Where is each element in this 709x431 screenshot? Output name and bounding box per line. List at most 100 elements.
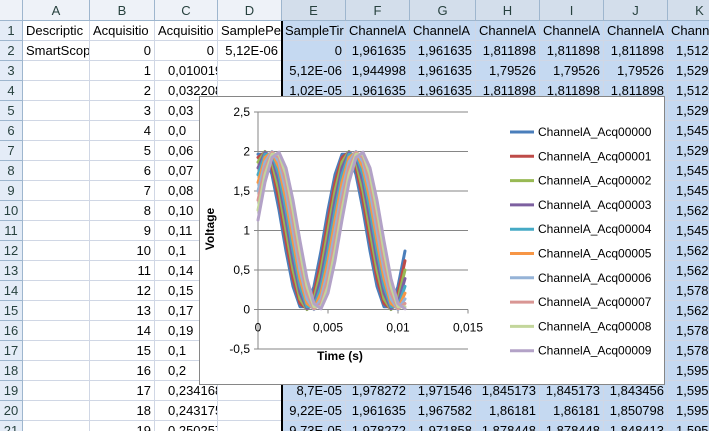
cell[interactable]: 12 xyxy=(90,281,155,301)
cell[interactable]: Acquisitio xyxy=(90,21,155,41)
cell[interactable]: 1,86181 xyxy=(476,401,540,421)
cell[interactable] xyxy=(218,421,282,431)
cell[interactable]: 0 xyxy=(155,41,218,61)
cell[interactable]: ChannelA xyxy=(540,21,604,41)
cell[interactable]: ChannelA xyxy=(604,21,668,41)
cell[interactable]: 1,5124 xyxy=(668,41,709,61)
cell[interactable]: 1 xyxy=(90,61,155,81)
column-header[interactable]: F xyxy=(346,0,410,21)
column-header[interactable]: J xyxy=(604,0,668,21)
corner[interactable] xyxy=(0,0,23,21)
cell[interactable] xyxy=(23,401,90,421)
cell[interactable]: 1,971858 xyxy=(410,421,476,431)
cell[interactable]: 1,843456 xyxy=(604,381,668,401)
row-header[interactable]: 12 xyxy=(0,241,23,261)
row-header[interactable]: 4 xyxy=(0,81,23,101)
cell[interactable]: 2 xyxy=(90,81,155,101)
cell[interactable] xyxy=(23,241,90,261)
cell[interactable]: 1,5956 xyxy=(668,381,709,401)
cell[interactable]: 1,5623 xyxy=(668,261,709,281)
cell[interactable] xyxy=(23,61,90,81)
cell[interactable]: 1,5956 xyxy=(668,361,709,381)
cell[interactable]: ChannelA xyxy=(410,21,476,41)
cell[interactable]: 1,5623 xyxy=(668,301,709,321)
cell[interactable]: 17 xyxy=(90,381,155,401)
cell[interactable]: 1,971546 xyxy=(410,381,476,401)
cell[interactable] xyxy=(23,221,90,241)
cell[interactable]: 1,5456 xyxy=(668,181,709,201)
cell[interactable]: 1,86181 xyxy=(540,401,604,421)
cell[interactable] xyxy=(218,61,282,81)
column-header[interactable]: I xyxy=(540,0,604,21)
cell[interactable]: 19 xyxy=(90,421,155,431)
cell[interactable]: 1,850798 xyxy=(604,401,668,421)
cell[interactable]: 0,234168 xyxy=(155,381,218,401)
cell[interactable] xyxy=(23,201,90,221)
row-header[interactable]: 14 xyxy=(0,281,23,301)
column-header[interactable]: K xyxy=(668,0,709,21)
cell[interactable] xyxy=(23,361,90,381)
cell[interactable]: 4 xyxy=(90,121,155,141)
cell[interactable]: SmartScop xyxy=(23,41,90,61)
column-header[interactable]: E xyxy=(282,0,346,21)
row-header[interactable]: 13 xyxy=(0,261,23,281)
cell[interactable]: 1,811898 xyxy=(476,41,540,61)
row-header[interactable]: 16 xyxy=(0,321,23,341)
cell[interactable]: 1,5290 xyxy=(668,61,709,81)
cell[interactable]: 0,250257 xyxy=(155,421,218,431)
chart-frame[interactable]: Voltage Time (s) -0,5 0 0,5 1 1,5 2 2,5 0 0,005 0… xyxy=(199,96,665,385)
cell[interactable] xyxy=(23,281,90,301)
cell[interactable]: 9 xyxy=(90,221,155,241)
cell[interactable]: SampleTir xyxy=(282,21,346,41)
cell[interactable]: 0 xyxy=(282,41,346,61)
cell[interactable]: 1,878448 xyxy=(540,421,604,431)
row-header[interactable]: 17 xyxy=(0,341,23,361)
cell[interactable]: 5,12E-06 xyxy=(282,61,346,81)
cell[interactable]: 16 xyxy=(90,361,155,381)
cell[interactable] xyxy=(23,321,90,341)
cell[interactable]: 9,22E-05 xyxy=(282,401,346,421)
cell[interactable]: 1,5956 xyxy=(668,421,709,431)
cell[interactable] xyxy=(23,381,90,401)
cell[interactable]: 8,7E-05 xyxy=(282,381,346,401)
row-header[interactable]: 11 xyxy=(0,221,23,241)
cell[interactable]: 0,032208 xyxy=(155,81,218,101)
cell[interactable]: 18 xyxy=(90,401,155,421)
column-header[interactable]: D xyxy=(218,0,282,21)
row-header[interactable]: 5 xyxy=(0,101,23,121)
column-header[interactable]: H xyxy=(476,0,540,21)
cell[interactable]: 1,5956 xyxy=(668,401,709,421)
cell[interactable]: Descriptic xyxy=(23,21,90,41)
cell[interactable]: 1,944998 xyxy=(346,61,410,81)
row-header[interactable]: 1 xyxy=(0,21,23,41)
row-header[interactable]: 9 xyxy=(0,181,23,201)
row-header[interactable]: 3 xyxy=(0,61,23,81)
cell[interactable]: 1,961635 xyxy=(346,401,410,421)
cell[interactable] xyxy=(23,261,90,281)
row-header[interactable]: 20 xyxy=(0,401,23,421)
cell[interactable]: 1,5789 xyxy=(668,281,709,301)
cell[interactable] xyxy=(23,421,90,431)
cell[interactable]: Channe xyxy=(668,21,709,41)
column-header[interactable]: G xyxy=(410,0,476,21)
cell[interactable]: 1,845173 xyxy=(540,381,604,401)
cell[interactable]: 1,79526 xyxy=(604,61,668,81)
cell[interactable]: 1,967582 xyxy=(410,401,476,421)
cell[interactable]: 1,5290 xyxy=(668,141,709,161)
row-header[interactable]: 21 xyxy=(0,421,23,431)
cell[interactable]: 6 xyxy=(90,161,155,181)
column-header[interactable]: A xyxy=(23,0,90,21)
cell[interactable]: 5,12E-06 xyxy=(218,41,282,61)
cell[interactable] xyxy=(23,161,90,181)
cell[interactable]: 1,5623 xyxy=(668,241,709,261)
cell[interactable] xyxy=(23,81,90,101)
cell[interactable]: 15 xyxy=(90,341,155,361)
cell[interactable]: 0 xyxy=(90,41,155,61)
cell[interactable]: 13 xyxy=(90,301,155,321)
row-header[interactable]: 7 xyxy=(0,141,23,161)
cell[interactable]: 8 xyxy=(90,201,155,221)
row-header[interactable]: 2 xyxy=(0,41,23,61)
row-header[interactable]: 6 xyxy=(0,121,23,141)
cell[interactable]: 1,845173 xyxy=(476,381,540,401)
cell[interactable] xyxy=(218,401,282,421)
